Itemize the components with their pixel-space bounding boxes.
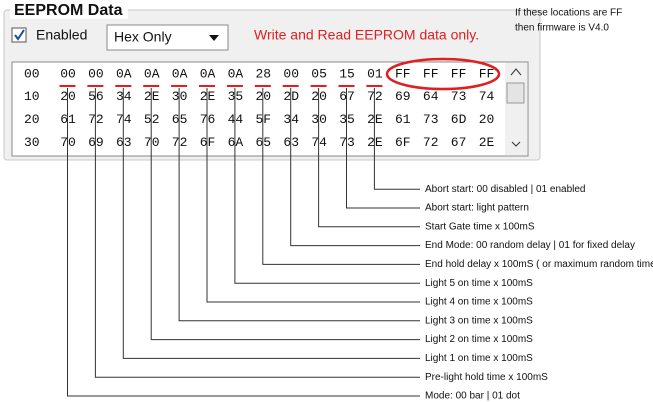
hex-byte: 20 <box>479 112 495 127</box>
hex-byte: 15 <box>339 66 355 81</box>
leader-line <box>178 88 420 322</box>
hex-byte: 2E <box>200 89 216 104</box>
leader-line <box>373 88 420 190</box>
leader-line <box>150 88 420 341</box>
annotation-label: End Mode: 00 random delay | 01 for fixed… <box>425 240 635 251</box>
annotations: Mode: 00 bar | 01 dot Pre-light hold time… <box>59 85 653 402</box>
annotation-label: Light 3 on time x 100mS <box>425 315 533 326</box>
hex-byte: 2E <box>367 135 383 150</box>
checkmark <box>14 29 25 41</box>
scrollbar[interactable] <box>505 63 527 155</box>
firmware-note: If these locations are FF <box>515 8 622 19</box>
hex-byte: 2E <box>144 89 160 104</box>
hex-byte: 34 <box>116 89 132 104</box>
leader-line <box>206 88 420 303</box>
leader-line <box>346 88 420 209</box>
hex-byte: 0A <box>172 66 188 81</box>
leader-line <box>94 88 420 378</box>
hex-byte: 05 <box>311 66 327 81</box>
leader-line <box>234 88 420 284</box>
scroll-down[interactable] <box>511 141 521 147</box>
hex-byte: 0A <box>144 66 160 81</box>
dropdown[interactable] <box>106 24 229 51</box>
hex-byte: 28 <box>255 66 271 81</box>
hex-byte: 74 <box>479 89 495 104</box>
hex-byte: 01 <box>367 66 383 81</box>
scroll-up[interactable] <box>510 68 522 76</box>
hex-byte: 0A <box>228 66 244 81</box>
hex-byte: 6A <box>228 135 244 150</box>
hex-byte: 00 <box>88 66 104 81</box>
hex-byte: FF <box>479 66 495 81</box>
hex-address: 30 <box>24 135 40 150</box>
annotation-label: Light 5 on time x 100mS <box>425 278 533 289</box>
hex-byte: 69 <box>395 89 411 104</box>
hex-byte: 64 <box>423 89 439 104</box>
hex-byte: 2D <box>283 89 299 104</box>
leader-line <box>318 88 420 228</box>
annotation-label: Abort start: light pattern <box>425 203 529 214</box>
annotation-label: Light 4 on time x 100mS <box>425 297 533 308</box>
hex-byte: 61 <box>395 112 411 127</box>
annotation-label: Mode: 00 bar | 01 dot <box>425 391 520 402</box>
checkbox-label[interactable]: Enabled <box>36 27 87 43</box>
hex-address: 10 <box>24 89 40 104</box>
hex-byte: 2E <box>367 112 383 127</box>
hex-byte: 72 <box>423 135 439 150</box>
hex-byte: 73 <box>451 89 467 104</box>
hex-address: 00 <box>24 66 40 81</box>
leader-line <box>122 88 420 359</box>
annotation-label: Light 1 on time x 100mS <box>425 353 533 364</box>
hex-byte: 61 <box>60 112 76 127</box>
leader-line <box>262 88 420 265</box>
hex-byte: 0A <box>116 66 132 81</box>
leader-line <box>290 88 420 247</box>
firmware-note: then firmware is V4.0 <box>515 23 609 34</box>
hex-byte: 2E <box>479 135 495 150</box>
group-title: EEPROM Data <box>14 2 123 19</box>
hex-byte: 0A <box>200 66 216 81</box>
notice: Write and Read EEPROM data only. <box>254 27 479 43</box>
dropdown-arrow[interactable] <box>209 35 219 41</box>
hex-byte: FF <box>451 66 467 81</box>
scroll-thumb[interactable] <box>506 82 525 104</box>
hex-byte: 67 <box>451 135 467 150</box>
dropdown-value[interactable]: Hex Only <box>114 29 172 45</box>
hex-byte: 6D <box>451 112 467 127</box>
hex-address: 20 <box>24 112 40 127</box>
hex-byte: 74 <box>311 135 327 150</box>
hex-byte: 74 <box>116 112 132 127</box>
hex-byte: 34 <box>283 112 299 127</box>
hex-byte: 00 <box>60 66 76 81</box>
hex-byte: 73 <box>423 112 439 127</box>
annotation-label: Light 2 on time x 100mS <box>425 334 533 345</box>
leader-line <box>67 88 420 397</box>
hex-byte: 44 <box>228 112 244 127</box>
hex-byte: FF <box>423 66 439 81</box>
annotation-label: Pre-light hold time x 100mS <box>425 372 548 383</box>
hex-box <box>11 61 529 157</box>
annotation-label: End hold delay x 100mS ( or maximum rand… <box>425 259 653 270</box>
highlight-ellipse <box>385 57 501 91</box>
annotation-label: Abort start: 00 disabled | 01 enabled <box>425 184 585 195</box>
group-title-bg <box>10 1 128 19</box>
hex-byte: FF <box>395 66 411 81</box>
hex-byte: 6F <box>395 135 411 150</box>
annotation-label: Start Gate time x 100mS <box>425 221 535 232</box>
hex-byte: 00 <box>283 66 299 81</box>
